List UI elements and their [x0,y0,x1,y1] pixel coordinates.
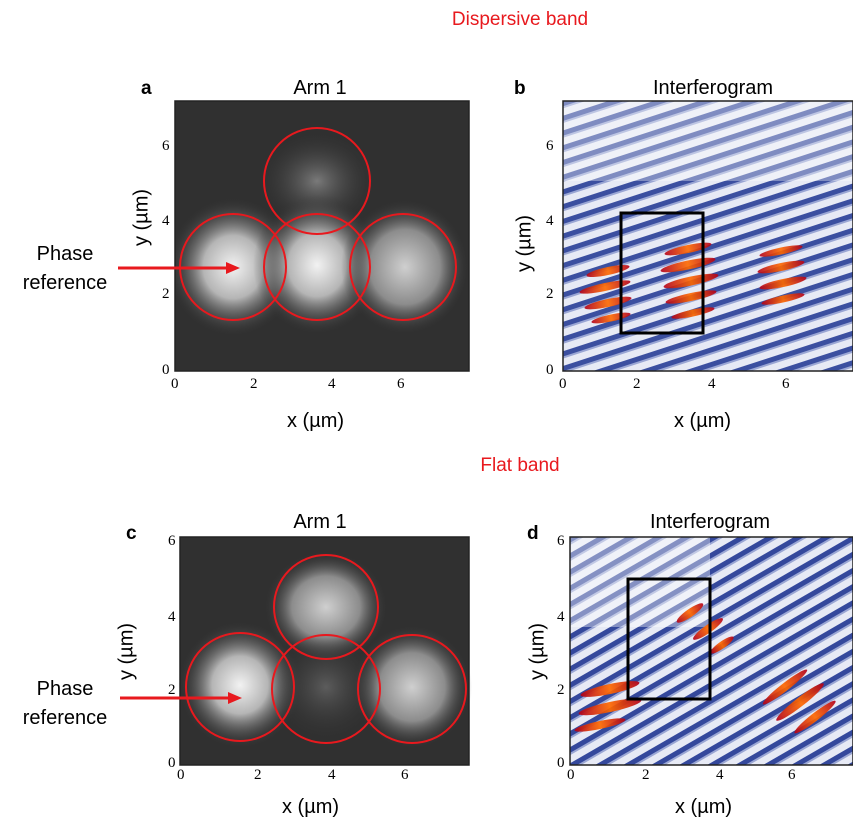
image-arm1-dispersive [174,100,470,372]
ytick: 2 [546,286,554,302]
xtick: 2 [633,376,641,392]
xtick: 4 [716,767,724,783]
site-circle [263,213,371,321]
panel-letter-a: a [141,78,152,99]
xtick: 2 [250,376,258,392]
xlabel-a: x (µm) [287,410,345,432]
site-circle [357,634,467,744]
phase-reference-label-top: Phase reference [22,243,108,294]
xtick: 0 [177,767,185,783]
xtick: 6 [401,767,409,783]
ytick: 2 [557,682,565,698]
ytick: 0 [162,362,170,378]
ytick: 6 [557,533,565,549]
xtick: 0 [171,376,179,392]
arrow-icon [118,262,240,274]
phase-reference-label-bottom: Phase reference [22,678,108,729]
xtick: 2 [642,767,650,783]
xtick: 2 [254,767,262,783]
xtick: 4 [328,767,336,783]
ytick: 6 [168,533,176,549]
site-circle [273,554,379,660]
ytick: 6 [546,138,554,154]
ytick: 0 [168,755,176,771]
ylabel-d: y (µm) [526,622,549,681]
ytick: 6 [162,138,170,154]
ytick: 4 [162,213,170,229]
xlabel-c: x (µm) [282,796,340,818]
panel-letter-d: d [527,523,539,544]
xtick: 6 [782,376,790,392]
section-title-flat: Flat band [480,455,560,476]
section-title-dispersive: Dispersive band [451,9,589,30]
xtick: 6 [788,767,796,783]
selection-box [619,211,705,335]
ylabel-b: y (µm) [513,214,536,273]
panel-title-a: Arm 1 [293,77,347,99]
xtick: 0 [559,376,567,392]
panel-title-d: Interferogram [649,511,771,533]
site-circle [349,213,457,321]
selection-box [626,577,712,701]
xtick: 4 [708,376,716,392]
ytick: 0 [546,362,554,378]
ytick: 0 [557,755,565,771]
image-interferogram-flat [569,536,853,766]
xlabel-d: x (µm) [675,796,733,818]
image-interferogram-dispersive [562,100,853,372]
panel-letter-c: c [126,523,137,544]
ytick: 4 [557,609,565,625]
ytick: 4 [546,213,554,229]
xlabel-b: x (µm) [674,410,732,432]
ytick: 4 [168,609,176,625]
site-circle [263,127,371,235]
ytick: 2 [168,682,176,698]
xtick: 6 [397,376,405,392]
site-circle-reference [185,632,295,742]
site-circle [271,634,381,744]
ytick: 2 [162,286,170,302]
xtick: 0 [567,767,575,783]
xtick: 4 [328,376,336,392]
panel-letter-b: b [514,78,526,99]
arrow-icon [120,692,242,704]
panel-title-c: Arm 1 [293,511,347,533]
image-arm1-flat [178,536,472,766]
ylabel-a: y (µm) [130,188,153,247]
panel-title-b: Interferogram [652,77,774,99]
